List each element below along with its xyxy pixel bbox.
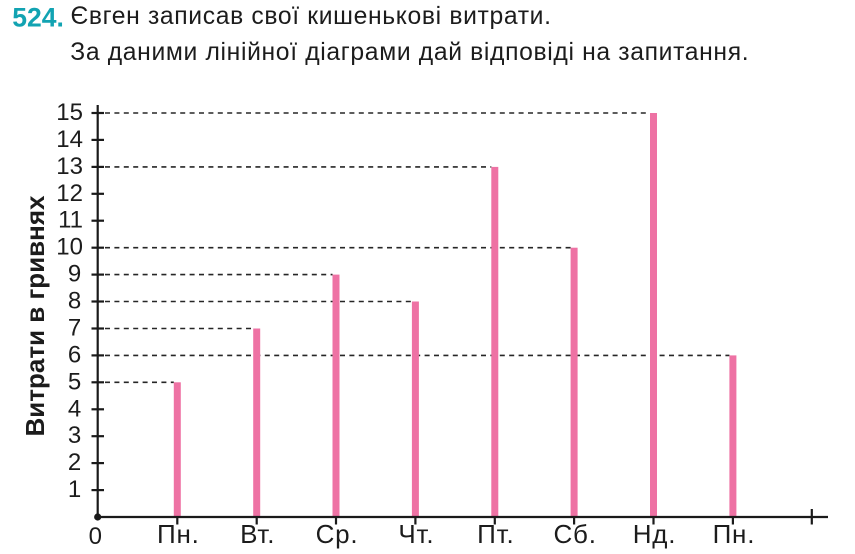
svg-text:2: 2: [68, 449, 81, 476]
svg-text:12: 12: [56, 180, 83, 207]
svg-text:6: 6: [68, 341, 81, 368]
svg-text:1: 1: [68, 476, 81, 503]
svg-text:Пт.: Пт.: [477, 519, 514, 549]
svg-text:524.: 524.: [12, 2, 64, 32]
svg-text:Ср.: Ср.: [316, 519, 359, 549]
svg-text:7: 7: [68, 315, 81, 342]
svg-text:Нд.: Нд.: [633, 519, 677, 549]
svg-text:Пн.: Пн.: [713, 519, 756, 549]
svg-text:Сб.: Сб.: [553, 519, 596, 549]
svg-text:Витрати в гривнях: Витрати в гривнях: [20, 195, 50, 437]
svg-text:Вт.: Вт.: [240, 519, 275, 549]
svg-text:0: 0: [89, 523, 102, 550]
svg-text:11: 11: [58, 207, 83, 234]
svg-text:Чт.: Чт.: [398, 519, 434, 549]
svg-text:15: 15: [56, 99, 83, 126]
svg-text:9: 9: [68, 261, 81, 288]
svg-text:4: 4: [68, 395, 81, 422]
svg-text:14: 14: [56, 126, 83, 153]
svg-text:За даними лінійної діаграми да: За даними лінійної діаграми дай відповід…: [70, 39, 749, 66]
svg-text:5: 5: [68, 368, 81, 395]
svg-text:8: 8: [68, 288, 81, 315]
svg-text:Пн.: Пн.: [157, 519, 200, 549]
svg-text:3: 3: [68, 422, 81, 449]
svg-text:Євген записав свої кишенькові: Євген записав свої кишенькові витрати.: [71, 3, 552, 30]
svg-text:10: 10: [56, 234, 83, 261]
svg-text:13: 13: [56, 153, 83, 180]
